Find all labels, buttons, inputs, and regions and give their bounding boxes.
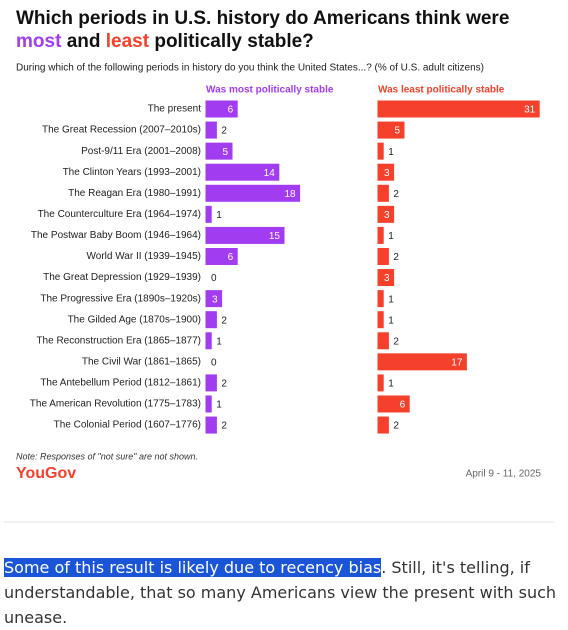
category-label: The Counterculture Era (1964–1974) [38,209,201,220]
bar [205,163,280,181]
bar [377,395,410,413]
value-label: 3 [384,273,390,284]
value-label: 2 [221,421,227,432]
bar [377,247,389,265]
value-label: 1 [388,147,394,158]
value-label: 3 [212,294,218,305]
bar [205,374,217,392]
bar [377,416,389,434]
value-label: 14 [264,168,276,179]
value-label: 1 [216,210,222,221]
category-label: The Antebellum Period (1812–1861) [40,378,201,389]
chart-title: Which periods in U.S. history do America… [16,8,509,29]
article-paragraph: Some of this result is likely due to rec… [4,555,560,630]
category-label: The Colonial Period (1607–1776) [54,420,201,431]
value-label: 2 [393,421,399,432]
value-label: 2 [393,189,399,200]
value-label: 6 [228,252,234,263]
value-label: 6 [400,400,406,411]
category-label: The Great Depression (1929–1939) [43,272,201,283]
bar [377,163,395,181]
value-label: 1 [388,315,394,326]
value-label: 2 [221,315,227,326]
value-label: 15 [269,231,281,242]
bar [205,142,233,160]
legend-label: Was most politically stable [206,85,334,96]
bar [377,290,384,308]
bar [377,226,384,244]
value-label: 2 [393,252,399,263]
bar [377,269,395,287]
bar [205,100,238,118]
title-word: least [106,31,150,52]
value-label: 0 [211,357,217,368]
category-label: The Postwar Baby Boom (1946–1964) [31,230,201,241]
bar [205,184,301,202]
category-label: The Great Recession (2007–2010s) [42,125,201,136]
category-label: The Civil War (1861–1865) [82,356,201,367]
bar [377,205,395,223]
value-label: 1 [216,400,222,411]
value-label: 1 [216,336,222,347]
bar [205,311,217,329]
bar [377,353,467,371]
title-word: politically stable? [154,31,313,52]
source-logo: YouGov [16,465,76,482]
value-label: 17 [451,357,463,368]
value-label: 3 [384,210,390,221]
bar [377,311,384,329]
bar [205,226,285,244]
category-label: The Reconstruction Era (1865–1877) [36,335,201,346]
value-label: 2 [221,126,227,137]
title-word: most [16,31,62,52]
value-label: 0 [211,273,217,284]
value-label: 1 [388,231,394,242]
category-label: World War II (1939–1945) [87,251,202,262]
subtitle: During which of the following periods in… [16,63,484,74]
bar [377,142,384,160]
category-label: The present [148,104,202,115]
value-label: 5 [222,147,228,158]
value-label: 6 [228,105,234,116]
bar [205,290,223,308]
bar [377,184,389,202]
value-label: 1 [388,294,394,305]
bar [377,332,389,350]
bar [377,100,540,118]
chart-title: most and least politically stable? [16,31,314,52]
value-label: 2 [393,336,399,347]
bar [205,416,217,434]
bar [377,374,384,392]
bar [205,205,212,223]
category-label: The Reagan Era (1980–1991) [68,188,201,199]
bar [205,332,212,350]
date: April 9 - 11, 2025 [466,469,542,480]
category-label: The American Revolution (1775–1783) [30,399,201,410]
category-label: Post-9/11 Era (2001–2008) [81,146,201,157]
value-label: 1 [388,379,394,390]
highlighted-text: Some of this result is likely due to rec… [4,558,382,577]
value-label: 5 [394,126,400,137]
bar [377,121,405,139]
value-label: 31 [524,105,536,116]
note: Note: Responses of "not sure" are not sh… [16,451,198,461]
chart: Which periods in U.S. history do America… [4,8,554,523]
category-label: The Gilded Age (1870s–1900) [68,314,201,325]
title-word: and [67,31,101,52]
category-label: The Clinton Years (1993–2001) [63,167,201,178]
bar [205,395,212,413]
value-label: 18 [284,189,296,200]
legend-label: Was least politically stable [378,85,505,96]
bar [205,247,238,265]
category-label: The Progressive Era (1890s–1920s) [40,293,201,304]
bar [205,121,217,139]
value-label: 2 [221,379,227,390]
value-label: 3 [384,168,390,179]
